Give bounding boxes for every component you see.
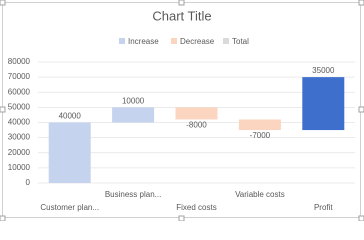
y-tick-label: 0 bbox=[26, 178, 31, 187]
y-tick-label: 20000 bbox=[8, 148, 31, 157]
y-tick-label: 80000 bbox=[8, 57, 31, 66]
x-tick-label: Profit bbox=[314, 203, 333, 212]
x-tick-label: Customer plan... bbox=[40, 203, 99, 212]
legend-marker bbox=[171, 38, 177, 44]
legend-label: Total bbox=[232, 37, 249, 46]
data-label: 40000 bbox=[59, 112, 82, 121]
bar bbox=[175, 107, 218, 120]
bar bbox=[302, 77, 345, 131]
y-tick-label: 10000 bbox=[8, 163, 31, 172]
x-tick-label: Variable costs bbox=[235, 190, 285, 199]
x-tick-label: Fixed costs bbox=[176, 203, 216, 212]
legend-label: Increase bbox=[128, 37, 159, 46]
legend-marker bbox=[119, 38, 125, 44]
y-tick-label: 50000 bbox=[8, 102, 31, 111]
data-label: 10000 bbox=[122, 96, 145, 105]
x-tick-label: Business plan... bbox=[105, 190, 161, 199]
legend-label: Decrease bbox=[180, 37, 215, 46]
bar bbox=[48, 122, 91, 183]
y-tick-label: 40000 bbox=[8, 118, 31, 127]
data-label: -8000 bbox=[186, 121, 207, 130]
chart: Chart Title Increase Decrease Total 0 10000 2… bbox=[0, 0, 364, 222]
y-tick-label: 30000 bbox=[8, 133, 31, 142]
bar bbox=[112, 107, 155, 123]
bar bbox=[238, 119, 281, 131]
y-tick-label: 60000 bbox=[8, 87, 31, 96]
chart-title: Chart Title bbox=[152, 8, 211, 23]
legend-marker bbox=[223, 38, 229, 44]
y-tick-label: 70000 bbox=[8, 72, 31, 81]
data-label: 35000 bbox=[312, 66, 335, 75]
data-label: -7000 bbox=[250, 131, 271, 140]
